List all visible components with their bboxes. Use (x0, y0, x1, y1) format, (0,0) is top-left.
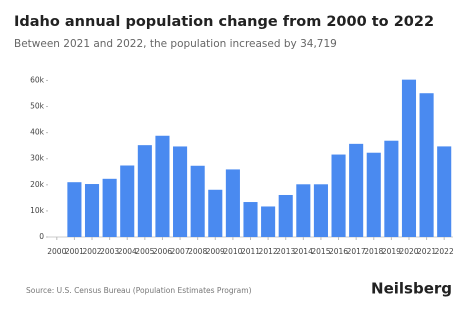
bar (384, 140, 399, 237)
y-tick-label: 10k (30, 206, 45, 215)
x-tick-label: 2008 (188, 247, 207, 256)
x-tick-label: 2012 (259, 247, 278, 256)
bar (296, 184, 311, 237)
y-tick-label: 0 (39, 232, 44, 241)
x-tick-label: 2011 (241, 247, 260, 256)
bar (225, 169, 240, 237)
chart-subtitle: Between 2021 and 2022, the population in… (14, 38, 337, 50)
x-tick-label: 2001 (65, 247, 84, 256)
y-tick-label: 50k (30, 102, 45, 111)
y-tick-label: 20k (30, 180, 45, 189)
bar (437, 146, 452, 237)
bar (190, 165, 205, 237)
bar (278, 194, 293, 237)
chart-title: Idaho annual population change from 2000… (14, 14, 434, 30)
x-tick-label: 2002 (82, 247, 101, 256)
x-tick-label: 2016 (329, 247, 348, 256)
y-tick-label: 40k (30, 128, 45, 137)
x-tick-label: 2004 (118, 247, 137, 256)
bar (261, 206, 276, 237)
bar (137, 145, 152, 237)
x-tick-label: 2006 (153, 247, 172, 256)
bar (120, 165, 135, 237)
y-tick-label: 30k (30, 154, 45, 163)
x-tick-label: 2020 (399, 247, 418, 256)
y-tick-label: 60k (30, 75, 45, 84)
x-tick-label: 2005 (135, 247, 154, 256)
bar (208, 189, 223, 237)
bar (102, 178, 117, 237)
x-tick-label: 2022 (435, 247, 454, 256)
x-tick-label: 2021 (417, 247, 436, 256)
x-tick-label: 2014 (294, 247, 313, 256)
x-tick-label: 2015 (311, 247, 330, 256)
bar (155, 135, 170, 237)
bar (173, 146, 188, 237)
bar (243, 202, 258, 237)
bar (419, 93, 434, 237)
x-tick-label: 2010 (223, 247, 242, 256)
bar (366, 152, 381, 237)
bar (313, 184, 328, 237)
x-tick-label: 2019 (382, 247, 401, 256)
x-tick-label: 2017 (347, 247, 366, 256)
x-tick-label: 2013 (276, 247, 295, 256)
x-tick-label: 2018 (364, 247, 383, 256)
bar (401, 79, 417, 237)
x-tick-label: 2003 (100, 247, 119, 256)
bar (349, 143, 364, 237)
brand-logo: Neilsberg (371, 280, 452, 298)
bar (331, 154, 346, 237)
x-tick-label: 2000 (47, 247, 66, 256)
bar (67, 182, 82, 237)
source-note: Source: U.S. Census Bureau (Population E… (26, 286, 252, 295)
x-tick-label: 2007 (171, 247, 190, 256)
bar (84, 184, 100, 237)
x-tick-label: 2009 (206, 247, 225, 256)
